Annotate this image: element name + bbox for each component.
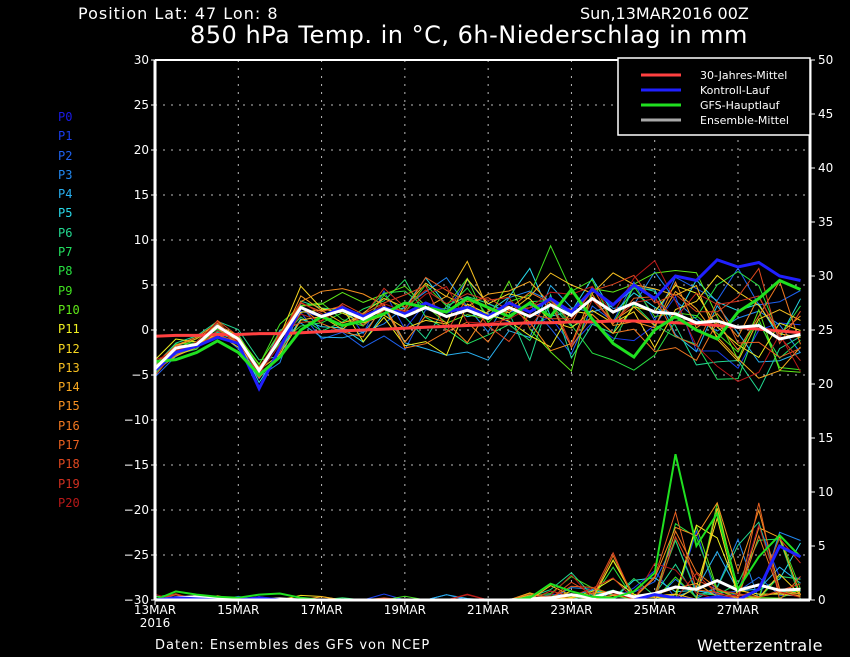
legend-label: Ensemble-Mittel (700, 114, 789, 127)
temp-kontroll-lauf-line (154, 258, 801, 392)
member-list: P0 P1 P2 P3 P4 P5 P6 P7 P8 P9 P10 P11 P12 P13 P14 P15 P1… (58, 108, 80, 513)
x-tick-label: 17MAR (300, 603, 342, 617)
y2-tick-label: 20 (818, 377, 833, 391)
y-tick-label: 20 (134, 143, 149, 157)
grid-lines (155, 60, 810, 600)
y2-tick-label: 10 (818, 485, 833, 499)
x-tick-label: 23MAR (550, 603, 592, 617)
y2-tick-label: 5 (818, 539, 826, 553)
y-tick-label: −10 (124, 413, 149, 427)
y2-tick-label: 45 (818, 107, 833, 121)
y2-tick-label: 50 (818, 53, 833, 67)
y2-tick-label: 25 (818, 323, 833, 337)
member-label-p16: P16 (58, 418, 80, 433)
member-label-p14: P14 (58, 380, 80, 395)
y2-tick-label: 0 (818, 593, 826, 607)
member-temp-line (154, 276, 801, 368)
y-tick-label: −25 (124, 548, 149, 562)
position-label: Position Lat: 47 Lon: 8 (78, 4, 279, 23)
member-label-p7: P7 (58, 245, 73, 260)
x-tick-label: 27MAR (717, 603, 759, 617)
y2-tick-label: 35 (818, 215, 833, 229)
member-label-p0: P0 (58, 110, 73, 124)
member-label-p1: P1 (58, 129, 73, 144)
y-tick-label: 30 (134, 53, 149, 67)
temp-30-jahres-mittel-line (154, 319, 801, 338)
member-precip-line (155, 542, 801, 601)
member-label-p5: P5 (58, 206, 73, 221)
x-tick-label: 25MAR (634, 603, 676, 617)
temp-ensemble-mittel-line (153, 296, 801, 374)
legend-label: GFS-Hauptlauf (700, 99, 781, 112)
member-label-p12: P12 (58, 341, 80, 356)
legend-label: 30-Jahres-Mittel (700, 69, 787, 82)
axes: 302520151050−5−10−15−20−25−3050454035302… (124, 53, 834, 630)
member-label-p11: P11 (58, 322, 80, 337)
y-tick-label: 15 (134, 188, 149, 202)
brand-label: Wetterzentrale (697, 636, 824, 655)
x-tick-label: 15MAR (217, 603, 259, 617)
member-label-p13: P13 (58, 360, 80, 375)
member-temp-line (154, 269, 801, 373)
member-precip-line (155, 550, 801, 601)
member-label-p4: P4 (58, 187, 73, 202)
member-label-p17: P17 (58, 438, 80, 453)
member-temp-line (154, 271, 801, 378)
member-label-p8: P8 (58, 264, 73, 279)
data-source: Daten: Ensembles des GFS von NCEP (155, 638, 431, 653)
member-label-p18: P18 (58, 457, 80, 472)
legend-box (617, 57, 811, 136)
y-tick-label: −30 (124, 593, 149, 607)
y2-tick-label: 40 (818, 161, 833, 175)
y-tick-label: 5 (141, 278, 149, 292)
x-tick-label: 13MAR (134, 603, 176, 617)
member-label-p19: P19 (58, 476, 80, 491)
x-tick-label: 19MAR (384, 603, 426, 617)
y-tick-label: 0 (141, 323, 149, 337)
temp-gfs-hauptlauf-line (154, 278, 802, 378)
member-label-p15: P15 (58, 399, 80, 414)
y-tick-label: 10 (134, 233, 149, 247)
member-label-p9: P9 (58, 283, 73, 298)
member-temp-line (154, 259, 801, 383)
legend-label: Kontroll-Lauf (700, 84, 771, 97)
member-label-p3: P3 (58, 167, 73, 182)
member-label-p6: P6 (58, 225, 73, 240)
member-label-p2: P2 (58, 148, 73, 163)
y-tick-label: −5 (131, 368, 149, 382)
run-date: Sun,13MAR2016 00Z (580, 4, 749, 23)
y2-tick-label: 15 (818, 431, 833, 445)
y-tick-label: −15 (124, 458, 149, 472)
y2-tick-label: 30 (818, 269, 833, 283)
y-tick-label: 25 (134, 98, 149, 112)
y-tick-label: −20 (124, 503, 149, 517)
legend: 30-Jahres-Mittel Kontroll-Lauf GFS-Hauptla… (617, 57, 811, 136)
x-tick-label: 21MAR (467, 603, 509, 617)
member-label-p10: P10 (58, 302, 80, 317)
x-year-label: 2016 (140, 616, 171, 630)
member-label-p20: P20 (58, 495, 80, 510)
chart-title: 850 hPa Temp. in °C, 6h-Niederschlag in … (190, 21, 748, 49)
